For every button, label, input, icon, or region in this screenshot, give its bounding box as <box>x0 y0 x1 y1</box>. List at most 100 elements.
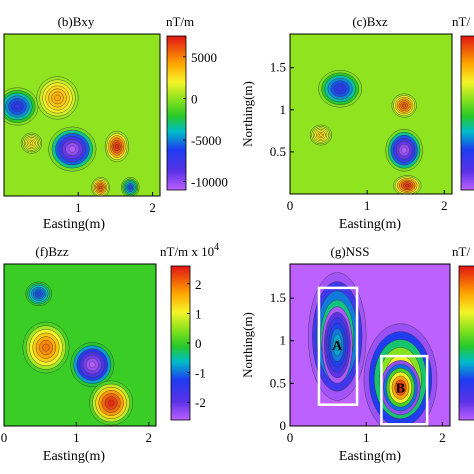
anomaly-0 <box>25 281 52 306</box>
contour-level <box>68 145 76 153</box>
contour-level <box>405 183 410 188</box>
colorbar-unit: nT/m x 104 <box>160 242 219 259</box>
colorbar-tick-label: 5000 <box>191 50 217 65</box>
anomaly-3 <box>48 126 97 172</box>
contour-level <box>107 399 115 407</box>
anomaly-3 <box>89 380 134 426</box>
panel-bzz: (f)Bzz 0 1 2 Easting(m) nT/m x 104 2 1 0 -1 -2 <box>1 242 219 464</box>
anomaly-0 <box>318 70 362 108</box>
panel-bxy: (b)Bxy 1 2 Easting(m) nT/m 5000 0 -5000 -100… <box>3 14 228 232</box>
contour-level <box>397 383 404 392</box>
plot-frame <box>3 263 157 427</box>
y-tick-label: 0.5 <box>270 144 286 159</box>
anomaly-1 <box>22 321 70 374</box>
target-box-A <box>317 286 359 406</box>
x-axis-label: Easting(m) <box>339 217 402 232</box>
contour-level <box>54 94 61 102</box>
x-tick-label: 1 <box>75 200 82 215</box>
plot-frame <box>289 263 451 427</box>
contour-level <box>128 185 132 190</box>
x-tick-label: 2 <box>439 430 446 445</box>
y-tick-label: 0 <box>280 418 287 433</box>
y-tick-label: 0.5 <box>270 375 286 390</box>
colorbar-tick-label: -10000 <box>191 175 228 190</box>
x-tick-label: 0 <box>287 198 294 213</box>
colorbar-tick-label: 2 <box>195 277 202 292</box>
anomaly-2 <box>70 342 115 387</box>
panel-title: (c)Bxz <box>352 14 388 29</box>
colorbar-unit: nT/ <box>452 14 470 29</box>
heatmap <box>290 34 452 194</box>
panel-title: (f)Bzz <box>35 244 68 259</box>
contour-level <box>14 103 21 110</box>
colorbar-tick-label: -1 <box>195 366 206 381</box>
anomaly-1 <box>309 124 332 146</box>
x-axis-label: Easting(m) <box>339 449 402 464</box>
x-tick-label: 2 <box>146 430 153 445</box>
contour-level <box>36 291 41 296</box>
contour-level <box>334 339 340 351</box>
heatmap <box>290 264 450 426</box>
anomaly-2 <box>391 93 417 118</box>
x-axis-label: Easting(m) <box>43 217 106 232</box>
contour-level <box>99 185 103 190</box>
heatmap <box>4 264 156 426</box>
colorbar <box>166 35 187 191</box>
colorbar-unit-text: nT/m x 10 <box>160 244 214 259</box>
x-tick-label: 1 <box>73 430 80 445</box>
contour-level <box>89 361 96 368</box>
plot-frame <box>3 33 161 197</box>
x-tick-label: 2 <box>149 200 156 215</box>
x-tick-label: 0 <box>1 430 8 445</box>
y-axis-label: Northing(m) <box>240 312 255 378</box>
colorbar-tick-label: 0 <box>195 336 202 351</box>
panel-nss: (g)NSS A B 0 1 2 0 0.5 1 1.5 Easting(m) Northin… <box>240 244 474 464</box>
panel-bxz: (c)Bxz 0 1 2 0.5 1 1.5 Easting(m) Northing(m)… <box>240 14 474 232</box>
x-tick-label: 1 <box>363 430 370 445</box>
colorbar-tick-label: 0 <box>191 91 198 106</box>
colorbar-unit: nT/m <box>166 14 194 29</box>
colorbar-tick-label: 1 <box>195 306 202 321</box>
target-box-B <box>380 354 429 426</box>
anomaly-4 <box>393 175 422 194</box>
anomaly-5 <box>91 177 110 196</box>
panel-title: (b)Bxy <box>58 14 95 29</box>
y-axis-label: Northing(m) <box>240 81 255 147</box>
colorbar <box>458 265 474 421</box>
colorbar-tick-label: -5000 <box>191 133 221 148</box>
plot-frame <box>289 33 453 195</box>
anomaly-3 <box>385 128 423 172</box>
anomaly-1 <box>321 306 353 384</box>
anomaly-6 <box>121 177 140 196</box>
colorbar <box>460 35 474 191</box>
contour-level <box>29 141 34 145</box>
colorbar-tick-label: -2 <box>195 395 206 410</box>
anomaly-2 <box>20 132 43 154</box>
x-tick-label: 0 <box>287 430 294 445</box>
target-label-A: A <box>332 339 343 354</box>
anomaly-1 <box>36 76 79 120</box>
x-axis-label: Easting(m) <box>43 449 106 464</box>
colorbar-exponent: 4 <box>214 242 219 253</box>
x-tick-label: 1 <box>364 198 371 213</box>
contour-level <box>336 85 344 92</box>
colorbar-unit: nT/ <box>452 244 470 259</box>
y-tick-label: 1 <box>280 102 287 117</box>
x-tick-label: 2 <box>441 198 448 213</box>
y-tick-label: 1.5 <box>270 290 286 305</box>
heatmap <box>4 34 160 196</box>
anomaly-4 <box>104 130 130 163</box>
anomaly-3 <box>380 360 421 416</box>
heatmap-background <box>290 34 452 194</box>
contour-level <box>115 144 119 149</box>
contour-level <box>42 343 50 352</box>
target-label-B: B <box>396 382 405 397</box>
panel-title: (g)NSS <box>330 244 369 259</box>
contour-level <box>319 133 323 137</box>
y-tick-label: 1 <box>280 333 287 348</box>
anomaly-0 <box>4 87 39 126</box>
y-tick-label: 1.5 <box>270 60 286 75</box>
contour-level <box>402 103 407 108</box>
contour-level <box>401 147 408 154</box>
